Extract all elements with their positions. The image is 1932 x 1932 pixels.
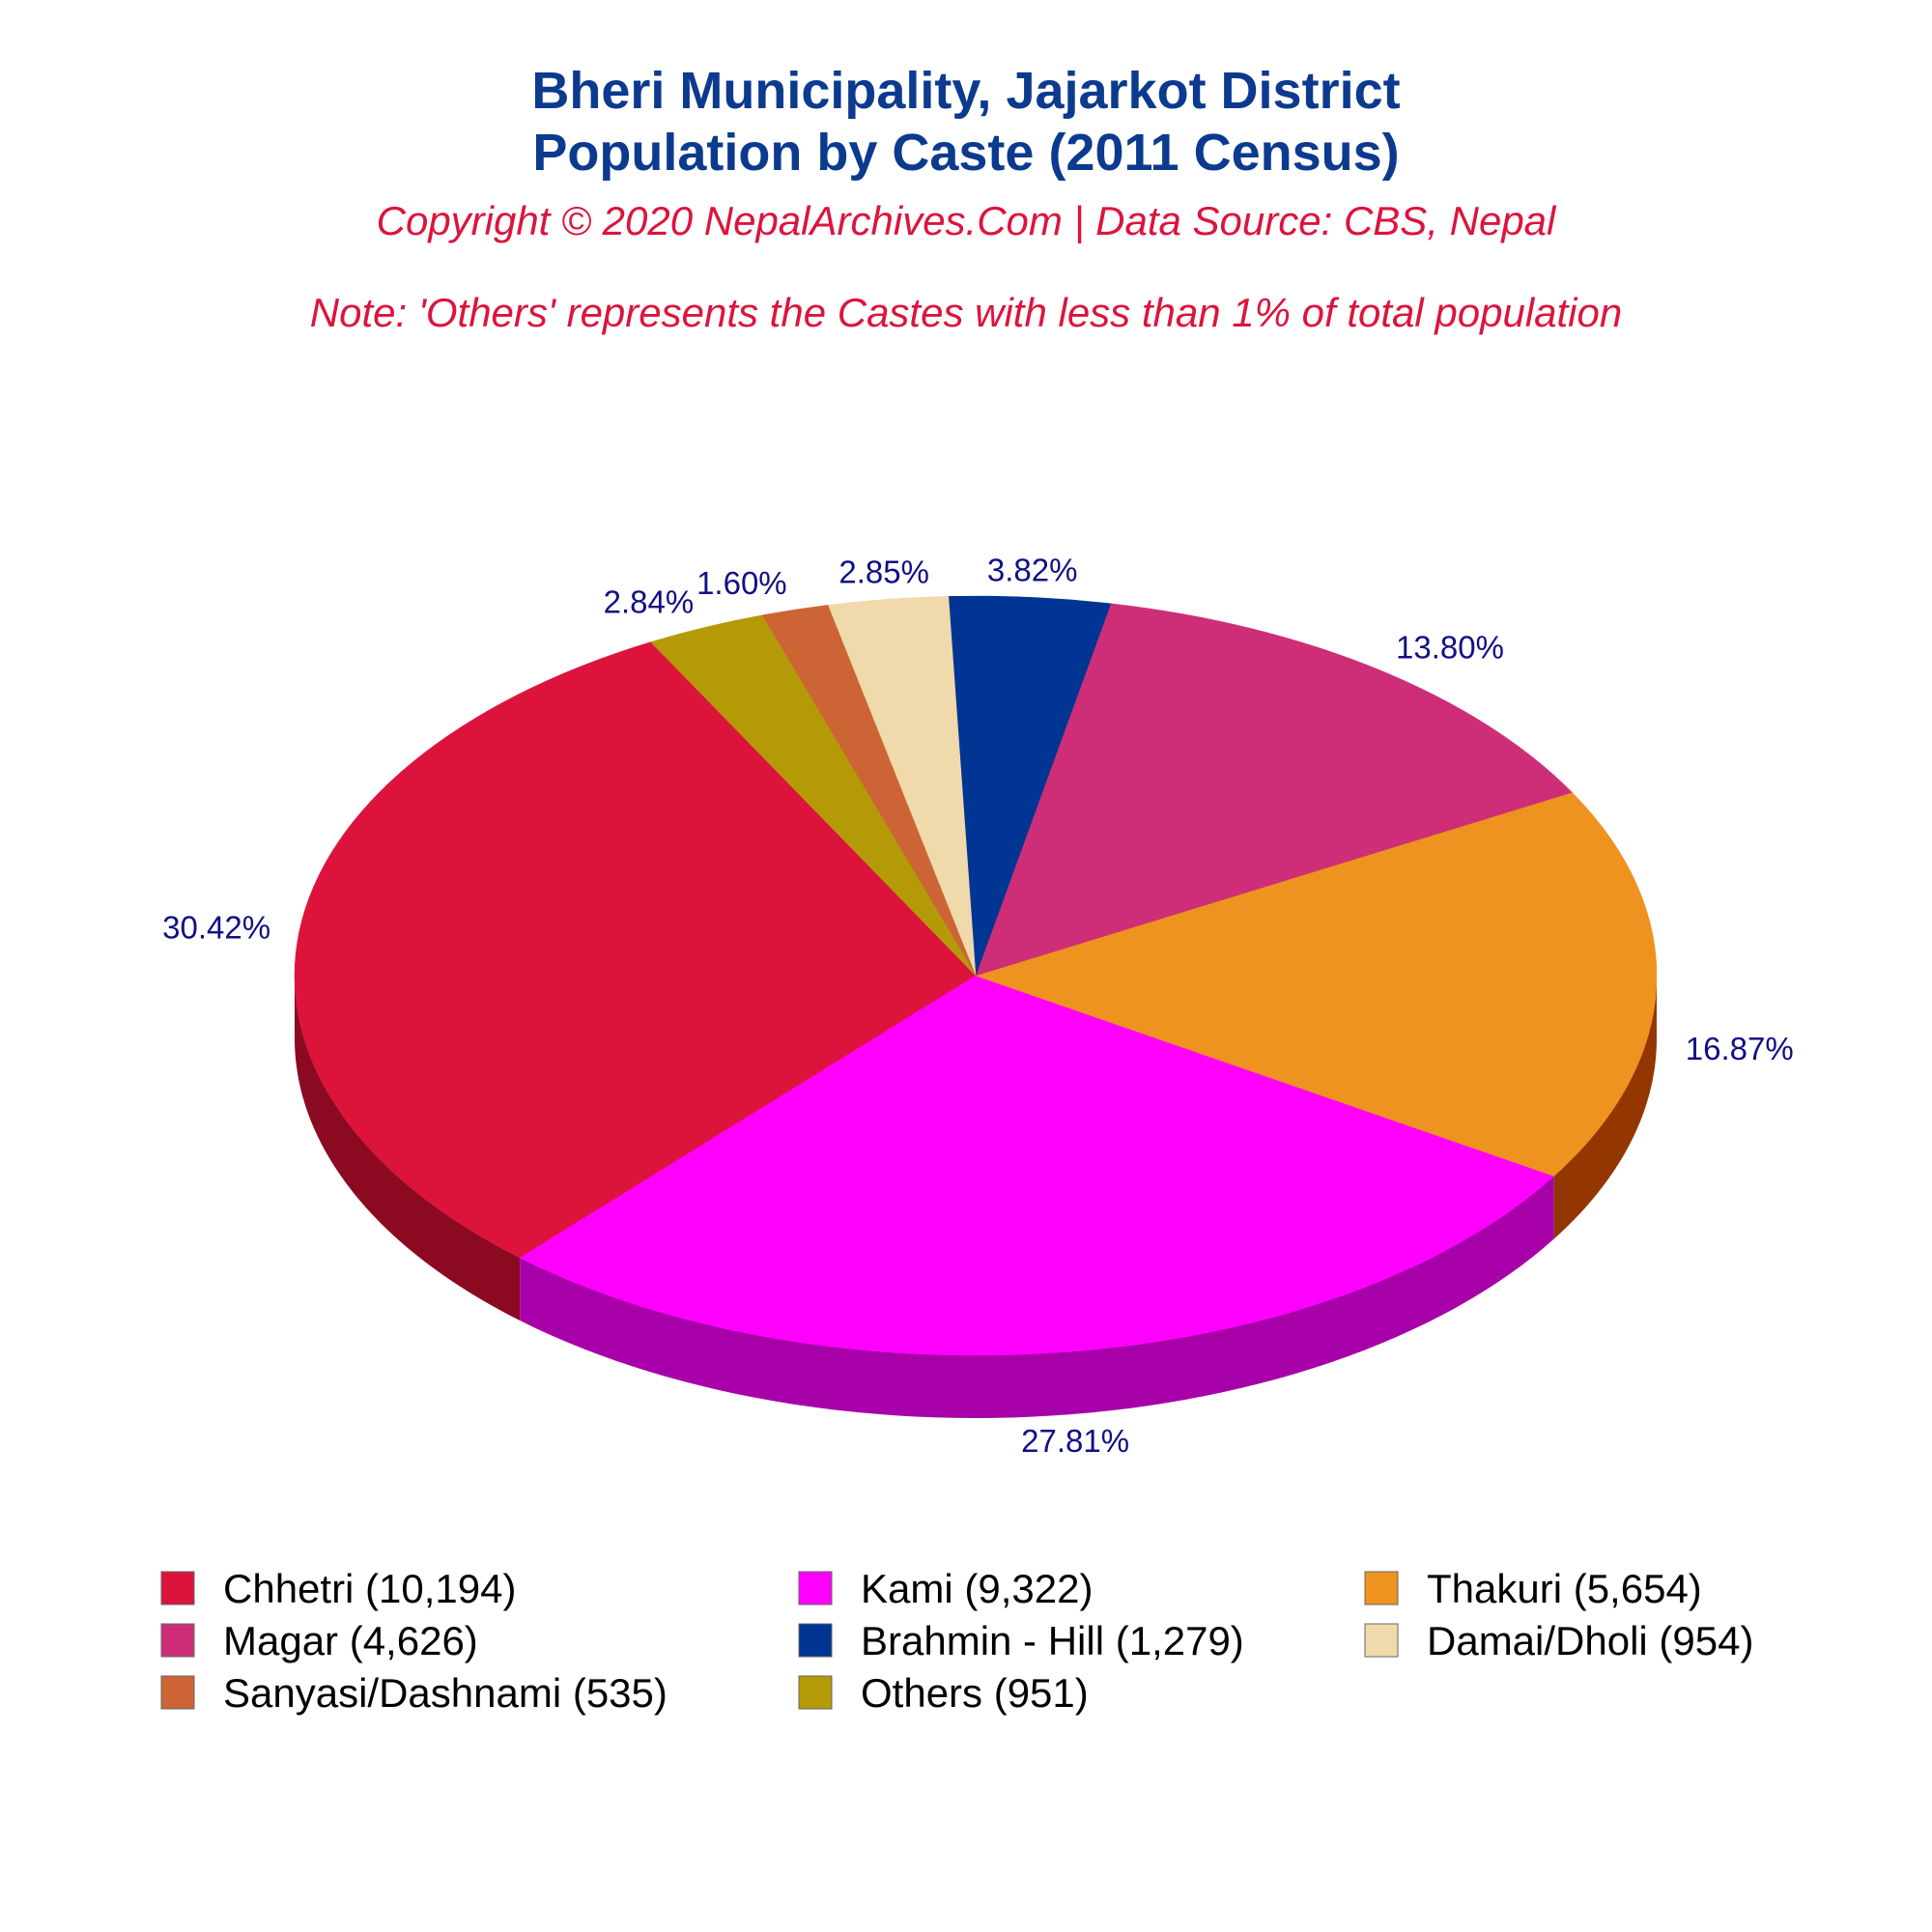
pie-side-kami	[520, 1176, 1554, 1418]
legend-swatch-kami	[798, 1571, 833, 1605]
chart-note: Note: 'Others' represents the Castes wit…	[310, 290, 1622, 335]
chart-title-line1: Bheri Municipality, Jajarkot District	[531, 62, 1400, 120]
pie-slice-kami	[519, 975, 1555, 1356]
pie-sides	[295, 976, 1657, 1418]
pct-label-kami: 27.81%	[1021, 1423, 1129, 1459]
legend-swatch-chhetri	[160, 1571, 195, 1605]
legend-label-damai-dholi: Damai/Dholi (954)	[1427, 1618, 1753, 1663]
pie-slice-magar	[975, 603, 1573, 977]
legend-label-thakuri: Thakuri (5,654)	[1427, 1566, 1702, 1611]
pie-side-thakuri	[1553, 976, 1657, 1239]
pie-side-chhetri	[295, 976, 521, 1321]
legend-label-magar: Magar (4,626)	[223, 1618, 478, 1663]
legend-swatch-thakuri	[1364, 1571, 1399, 1605]
legend-swatch-damai-dholi	[1364, 1623, 1399, 1658]
pct-label-sanyasi-dashnami: 1.60%	[696, 565, 787, 601]
legend-swatch-sanyasi-dashnami	[160, 1675, 195, 1710]
pct-label-others: 2.84%	[604, 584, 695, 620]
chart-title-line2: Population by Caste (2011 Census)	[532, 124, 1399, 182]
legend-label-chhetri: Chhetri (10,194)	[223, 1566, 517, 1611]
pie-slice-thakuri	[975, 792, 1658, 1177]
pie-slice-chhetri	[294, 641, 977, 1259]
pct-label-chhetri: 30.42%	[162, 910, 270, 946]
legend-label-kami: Kami (9,322)	[861, 1566, 1093, 1611]
legend: Chhetri (10,194) Kami (9,322) Thakuri (5,6…	[160, 1566, 1753, 1716]
pct-label-magar: 13.80%	[1396, 630, 1504, 666]
pct-label-thakuri: 16.87%	[1686, 1031, 1794, 1066]
legend-label-sanyasi-dashnami: Sanyasi/Dashnami (535)	[223, 1670, 668, 1716]
legend-swatch-brahmin-hill	[798, 1623, 833, 1658]
pct-label-damai-dholi: 2.85%	[838, 554, 929, 590]
legend-label-others: Others (951)	[861, 1670, 1089, 1716]
pie-labels: 30.42% 27.81% 16.87% 13.80% 3.82% 2.85% 1.60%2…	[162, 552, 1794, 1458]
pct-label-brahmin-hill: 3.82%	[987, 552, 1078, 587]
chart-subtitle: Copyright © 2020 NepalArchives.Com | Dat…	[377, 198, 1557, 244]
legend-label-brahmin-hill: Brahmin - Hill (1,279)	[861, 1618, 1244, 1663]
pie-top	[294, 595, 1658, 1356]
legend-swatch-others	[798, 1675, 833, 1710]
pie-slice-others	[650, 614, 977, 977]
legend-swatch-magar	[160, 1623, 195, 1658]
